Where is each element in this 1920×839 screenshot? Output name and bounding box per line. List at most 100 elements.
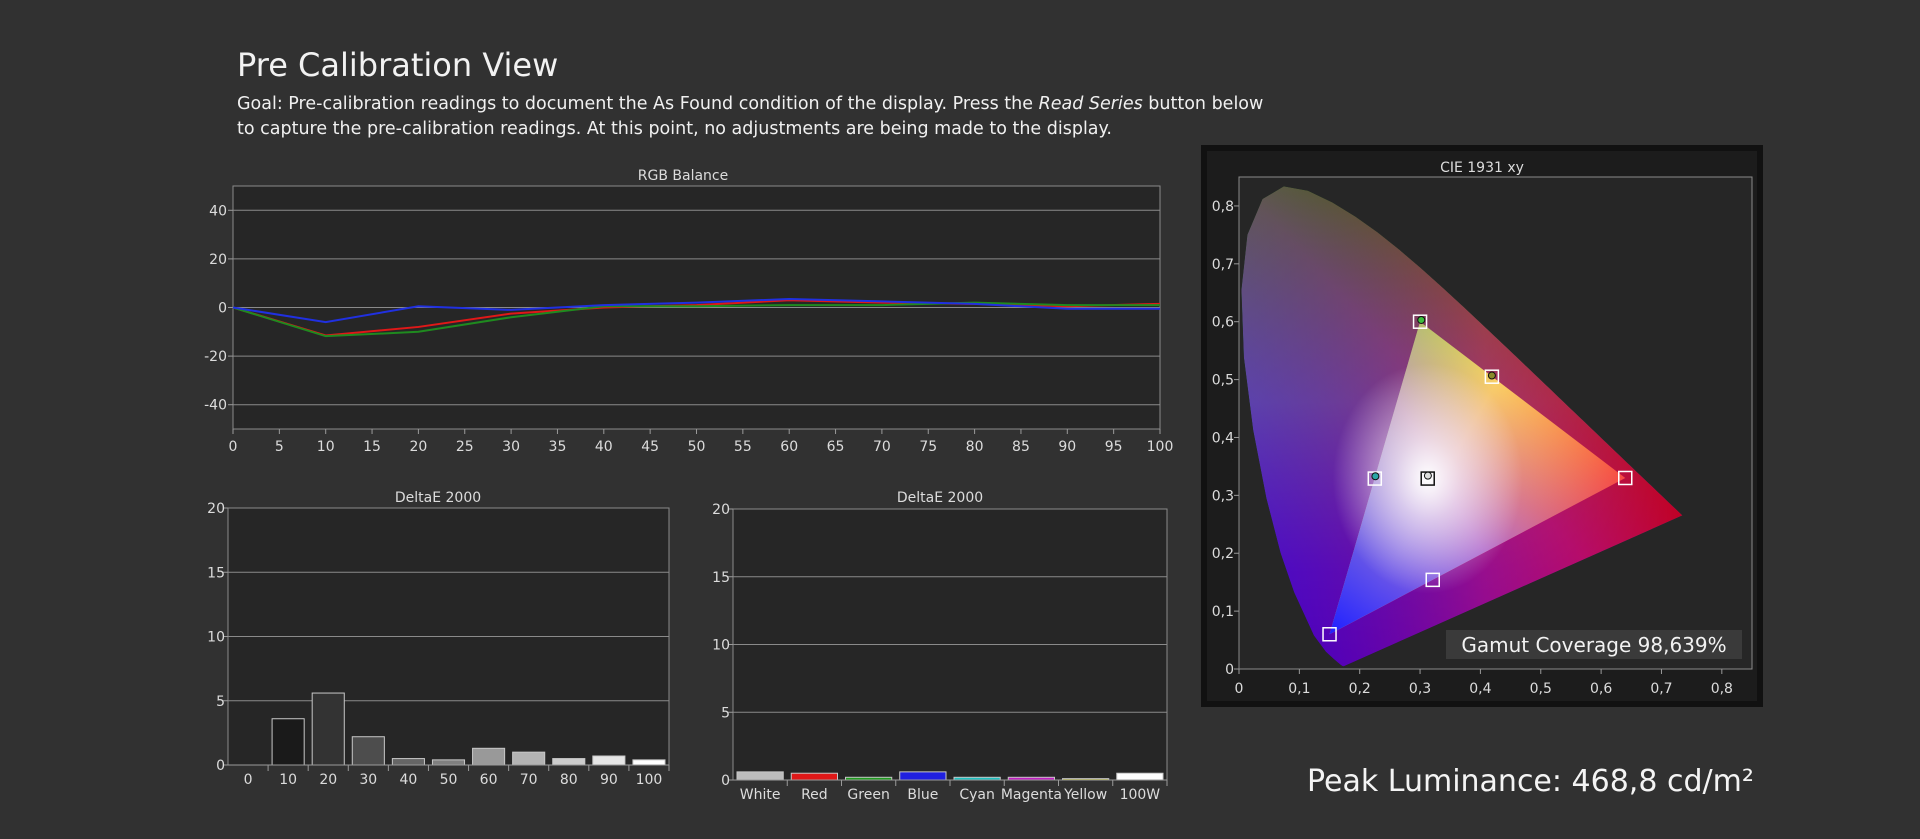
rgb-x-tick-label: 95: [1105, 439, 1123, 455]
gamut-coverage-box: [1446, 630, 1742, 659]
de-gray-bar: [271, 718, 305, 766]
rgb-balance-chart: RGB Balance 40 20 0 -20 -40 0 5 10 15 20 25 30 35 40…: [204, 168, 1173, 455]
cie-x-tick-label: 0: [1235, 681, 1244, 697]
rgb-x-tick-label: 55: [734, 439, 752, 455]
cie-y-tick-label: 0,5: [1212, 373, 1234, 389]
de-gray-title: DeltaE 2000: [395, 490, 481, 506]
de-color-y-tick-label: 15: [712, 570, 730, 586]
de-gray-x-tick-label: 70: [520, 772, 538, 788]
cie-axes: 0 0,1 0,2 0,3 0,4 0,5 0,6 0,7 0,8 0,8 0,7 0,6 0,5 0,4…: [1212, 199, 1733, 697]
cie-x-tick-label: 0,6: [1590, 681, 1612, 697]
de-gray-x-tick-label: 80: [560, 772, 578, 788]
cie-x-tick-label: 0,4: [1469, 681, 1491, 697]
cie-chart: CIE 1931 xy 0 0,1 0,2 0,3 0,4 0,5 0,6 0,7 0,8 0,8…: [1201, 145, 1763, 707]
de-gray-y-tick-label: 0: [216, 758, 225, 774]
cie-measured-cyan: [1371, 472, 1380, 481]
cie-points: [1322, 314, 1633, 642]
cie-measured-yellow: [1487, 371, 1496, 380]
de-gray-x-tick-label: 90: [600, 772, 618, 788]
de-color-bar: [790, 772, 838, 781]
de-gray-x-tick-label: 0: [244, 772, 253, 788]
rgb-x-tick-label: 0: [229, 439, 238, 455]
rgb-x-tick-label: 90: [1058, 439, 1076, 455]
cie-target-red: [1618, 470, 1633, 486]
de-gray-x-tick-label: 30: [359, 772, 377, 788]
rgb-x-tick-label: 100: [1147, 439, 1174, 455]
cie-y-tick-label: 0,6: [1212, 315, 1234, 331]
cie-x-tick-label: 0,1: [1288, 681, 1310, 697]
de-color-x-tick-label: Green: [847, 787, 889, 803]
rgb-x-tick-label: 45: [641, 439, 659, 455]
cie-x-tick-label: 0,3: [1409, 681, 1431, 697]
cie-target-green: [1412, 314, 1428, 329]
de-gray-grid: [228, 507, 669, 702]
de-gray-bar: [311, 692, 345, 766]
rgb-x-tick-label: 10: [317, 439, 335, 455]
de-color-y-tick-label: 0: [721, 773, 730, 789]
cie-x-tick-label: 0,2: [1349, 681, 1371, 697]
rgb-x-tick-label: 30: [502, 439, 520, 455]
rgb-x-tick-label: 20: [409, 439, 427, 455]
rgb-x-tick-label: 15: [363, 439, 381, 455]
rgb-x-tick-label: 85: [1012, 439, 1030, 455]
rgb-y-tick-label: 0: [218, 301, 227, 317]
de-color-x-tick-label: Cyan: [959, 787, 995, 803]
cie-y-tick-label: 0,2: [1212, 546, 1234, 562]
cie-target-yellow: [1484, 369, 1500, 384]
de-gray-bar: [431, 759, 466, 766]
de-color-y-tick-label: 20: [712, 502, 730, 518]
cie-x-tick-label: 0,5: [1530, 681, 1552, 697]
cie-target-cyan: [1367, 471, 1383, 486]
de-color-bar: [1116, 772, 1164, 781]
rgb-x-axis: 0 5 10 15 20 25 30 35 40 45 50 55 60 65 70 75 80 85 90 95 10…: [229, 429, 1174, 455]
rgb-x-tick-label: 25: [456, 439, 474, 455]
de-gray-bar: [632, 759, 666, 766]
rgb-y-tick-label: -20: [204, 349, 227, 365]
de-color-x-tick-label: Blue: [907, 787, 938, 803]
de-color-y-tick-label: 5: [721, 705, 730, 721]
goal-prefix: Goal: Pre-calibration readings to docume…: [237, 94, 1039, 114]
de-color-title: DeltaE 2000: [897, 490, 983, 506]
rgb-x-tick-label: 5: [275, 439, 284, 455]
rgb-series-line: [232, 301, 1160, 338]
de-color-x-tick-label: White: [740, 787, 781, 803]
rgb-x-tick-label: 50: [688, 439, 706, 455]
de-color-grid: [733, 508, 1167, 713]
de-color-bars: [736, 771, 1164, 781]
goal-suffix: button below to capture the pre-calibrat…: [237, 94, 1264, 139]
rgb-x-tick-label: 60: [780, 439, 798, 455]
de-gray-bar: [351, 736, 385, 766]
goal-emphasis: Read Series: [1038, 94, 1143, 114]
de-color-bar: [899, 771, 947, 781]
cie-title: CIE 1931 xy: [1440, 160, 1524, 176]
peak-luminance: Peak Luminance: 468,8 cd/m²: [1307, 764, 1754, 799]
cie-target-magenta: [1425, 572, 1440, 588]
cie-y-tick-label: 0,3: [1212, 488, 1234, 504]
de-gray-bar: [512, 751, 546, 766]
de-gray-bar: [472, 747, 506, 766]
de-gray-y-tick-label: 15: [207, 565, 225, 581]
de-gray-y-tick-label: 5: [216, 694, 225, 710]
rgb-y-tick-label: -40: [204, 398, 227, 414]
cie-y-tick-label: 0,8: [1212, 199, 1234, 215]
rgb-y-axis: 40 20 0 -20 -40: [204, 203, 233, 414]
rgb-x-tick-label: 70: [873, 439, 891, 455]
deltae-colors-chart: DeltaE 2000 20 15 10 5 0 White Red Green Blue Cya…: [712, 490, 1168, 803]
de-gray-y-tick-label: 10: [207, 630, 225, 646]
gamut-coverage-label: Gamut Coverage 98,639%: [1461, 633, 1726, 657]
rgb-x-tick-label: 75: [919, 439, 937, 455]
de-color-x-tick-label: Yellow: [1063, 787, 1107, 803]
de-gray-bar: [391, 758, 425, 766]
de-color-bar: [736, 771, 784, 781]
cie-y-tick-label: 0,7: [1212, 257, 1234, 273]
goal-text: Goal: Pre-calibration readings to docume…: [237, 92, 1277, 142]
de-color-x-tick-label: 100W: [1120, 787, 1161, 803]
cie-measured-green: [1417, 315, 1426, 324]
de-gray-x-tick-label: 10: [279, 772, 297, 788]
de-gray-y-tick-label: 20: [207, 501, 225, 517]
rgb-series: [232, 297, 1161, 338]
de-color-axes: 20 15 10 5 0 White Red Green Blue Cyan Magenta Yell…: [712, 502, 1168, 803]
